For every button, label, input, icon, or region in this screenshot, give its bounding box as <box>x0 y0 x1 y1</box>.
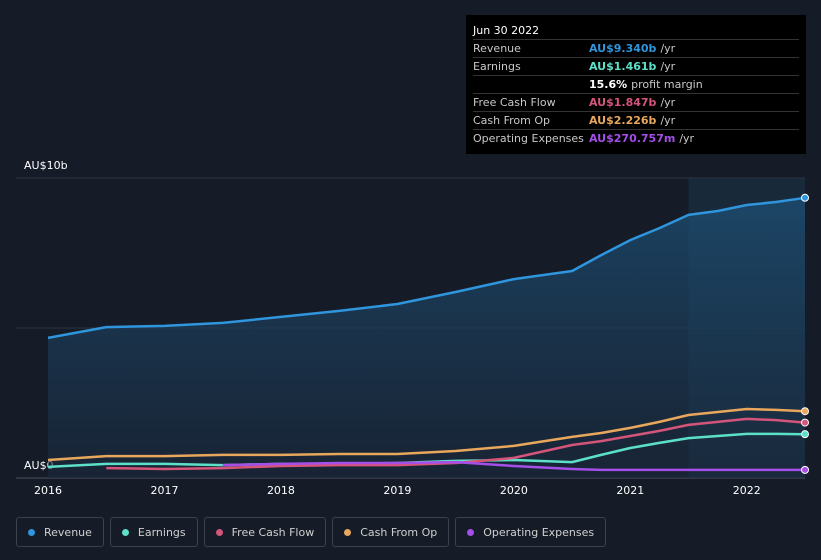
series-line <box>106 417 806 471</box>
legend-swatch <box>121 528 129 536</box>
legend: Revenue Earnings Free Cash Flow Cash From O… <box>16 517 607 547</box>
legend-item[interactable]: Free Cash Flow <box>203 517 327 547</box>
tooltip-label: Cash From Op <box>473 114 551 127</box>
legend-label: Cash From Op <box>360 525 438 539</box>
series-line <box>47 196 806 340</box>
tooltip-label <box>473 76 589 93</box>
tooltip-row: Free Cash Flow AU$1.847b/yr <box>473 94 799 112</box>
tooltip: Jun 30 2022 Revenue AU$9.340b/yr Earnings AU… <box>466 15 806 154</box>
tooltip-label: Revenue <box>473 42 521 55</box>
tooltip-value: AU$9.340b <box>589 42 657 55</box>
tooltip-unit: /yr <box>660 60 676 73</box>
tooltip-value: AU$2.226b <box>589 114 657 127</box>
tooltip-label: Operating Expenses <box>473 132 584 145</box>
x-tick-label: 2021 <box>616 484 644 497</box>
tooltip-row: Operating Expenses AU$270.757m/yr <box>473 130 799 147</box>
tooltip-value: 15.6% <box>589 78 628 91</box>
x-tick-label: 2022 <box>733 484 761 497</box>
legend-swatch <box>467 528 475 536</box>
tooltip-unit: /yr <box>660 96 676 109</box>
tooltip-unit: /yr <box>679 132 695 145</box>
x-tick-label: 2020 <box>500 484 528 497</box>
legend-item[interactable]: Revenue <box>16 517 104 547</box>
tooltip-unit: profit margin <box>631 78 703 91</box>
tooltip-row: Cash From Op AU$2.226b/yr <box>473 112 799 130</box>
legend-swatch <box>28 528 35 536</box>
legend-label: Earnings <box>137 525 186 539</box>
tooltip-value: AU$1.847b <box>589 96 657 109</box>
legend-item[interactable]: Earnings <box>109 517 198 547</box>
series-line <box>47 432 806 469</box>
series-line <box>222 460 805 472</box>
series-area <box>48 197 805 479</box>
tooltip-unit: /yr <box>660 114 676 127</box>
tooltip-label: Earnings <box>473 60 521 73</box>
tooltip-row: 15.6% profit margin <box>473 76 799 94</box>
legend-swatch <box>344 528 352 536</box>
tooltip-row: Earnings AU$1.461b/yr <box>473 58 799 76</box>
end-point <box>801 418 809 427</box>
tooltip-label: Free Cash Flow <box>473 96 556 109</box>
legend-item[interactable]: Operating Expenses <box>455 517 607 547</box>
legend-label: Free Cash Flow <box>231 525 315 539</box>
chart: AU$0 AU$10b 2016 2017 2018 2019 2020 2021 2022 <box>16 159 809 497</box>
end-point <box>801 193 809 202</box>
y-tick-label: AU$10b <box>24 159 68 172</box>
legend-swatch <box>215 528 223 536</box>
end-point <box>801 465 809 474</box>
x-tick-label: 2016 <box>34 484 62 497</box>
legend-label: Operating Expenses <box>483 525 595 539</box>
end-point <box>801 430 809 439</box>
legend-item[interactable]: Cash From Op <box>332 517 450 547</box>
tooltip-value: AU$270.757m <box>589 132 676 145</box>
tooltip-row: Revenue AU$9.340b/yr <box>473 40 799 58</box>
x-tick-label: 2018 <box>267 484 295 497</box>
x-tick-label: 2017 <box>150 484 178 497</box>
tooltip-date: Jun 30 2022 <box>473 22 799 40</box>
x-tick-label: 2019 <box>383 484 411 497</box>
tooltip-value: AU$1.461b <box>589 60 657 73</box>
y-tick-label: AU$0 <box>24 459 54 472</box>
end-point <box>801 407 809 416</box>
tooltip-unit: /yr <box>660 42 676 55</box>
legend-label: Revenue <box>44 525 92 539</box>
series-line <box>47 407 806 462</box>
